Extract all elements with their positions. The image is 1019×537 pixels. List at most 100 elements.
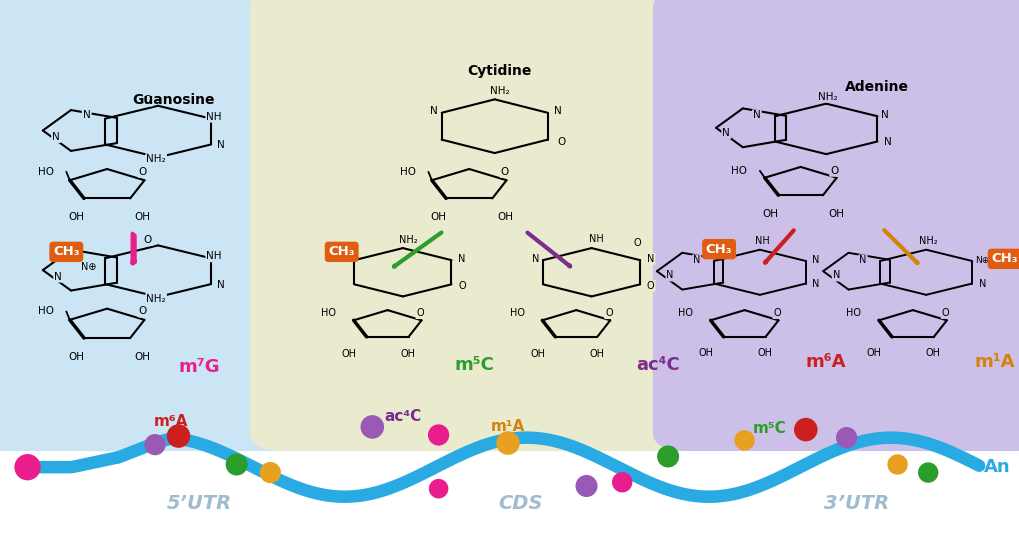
Text: m⁵C: m⁵C xyxy=(752,421,787,436)
Text: N: N xyxy=(811,279,819,289)
Text: HO: HO xyxy=(510,308,524,318)
Text: HO: HO xyxy=(846,308,860,318)
Text: HO: HO xyxy=(38,307,54,316)
Text: N: N xyxy=(553,106,561,116)
Text: N: N xyxy=(882,137,891,147)
Point xyxy=(499,439,516,447)
Point xyxy=(262,468,278,477)
Point xyxy=(578,482,594,490)
Text: m⁶A: m⁶A xyxy=(805,353,846,372)
Text: NH₂: NH₂ xyxy=(398,235,417,245)
Point xyxy=(797,425,813,434)
Text: OH: OH xyxy=(530,350,544,359)
Text: N: N xyxy=(858,256,866,265)
Point xyxy=(170,432,186,440)
Text: N: N xyxy=(342,254,351,264)
Point xyxy=(659,452,676,461)
Point xyxy=(736,436,752,445)
Text: O: O xyxy=(646,281,654,291)
Text: Cytidine: Cytidine xyxy=(467,64,532,78)
Text: NH: NH xyxy=(206,251,222,261)
Text: N⊕: N⊕ xyxy=(81,262,97,272)
Text: OH: OH xyxy=(496,213,513,222)
Point xyxy=(228,460,245,469)
Text: ac⁴C: ac⁴C xyxy=(384,409,421,424)
Text: N: N xyxy=(458,254,466,264)
Text: N: N xyxy=(692,256,700,265)
Text: O: O xyxy=(139,307,147,316)
Text: NH₂: NH₂ xyxy=(146,155,166,164)
Text: N: N xyxy=(54,272,62,281)
Text: NH: NH xyxy=(589,234,603,244)
Text: N: N xyxy=(752,111,760,120)
Text: N: N xyxy=(721,128,730,138)
Text: NH₂: NH₂ xyxy=(918,236,936,246)
Text: N: N xyxy=(832,271,840,280)
Text: HO: HO xyxy=(678,308,692,318)
Text: N: N xyxy=(52,132,60,142)
FancyBboxPatch shape xyxy=(0,0,316,451)
Text: O: O xyxy=(144,235,152,245)
Text: HO: HO xyxy=(399,167,416,177)
Text: O: O xyxy=(500,167,508,177)
Text: 5’UTR: 5’UTR xyxy=(166,494,231,513)
Text: OH: OH xyxy=(400,350,415,359)
Text: NH₂: NH₂ xyxy=(146,294,166,304)
Text: Guanosine: Guanosine xyxy=(132,93,214,107)
FancyBboxPatch shape xyxy=(250,0,718,451)
Text: O: O xyxy=(556,137,565,147)
Text: CH₃: CH₃ xyxy=(328,245,355,258)
Text: O: O xyxy=(144,96,152,105)
Text: m¹A: m¹A xyxy=(490,419,525,434)
Text: Adenine: Adenine xyxy=(845,80,908,94)
Text: ac⁴C: ac⁴C xyxy=(636,356,679,374)
Text: N⊕: N⊕ xyxy=(974,256,988,265)
Text: O: O xyxy=(416,308,424,318)
Text: HO: HO xyxy=(731,166,747,176)
Text: N: N xyxy=(83,111,91,120)
Text: OH: OH xyxy=(430,213,446,222)
Text: N: N xyxy=(429,106,437,116)
Text: N: N xyxy=(665,271,674,280)
Text: N: N xyxy=(646,254,654,264)
Text: OH: OH xyxy=(925,349,940,358)
Text: N: N xyxy=(217,140,225,150)
Text: OH: OH xyxy=(68,213,85,222)
Text: NH₂: NH₂ xyxy=(817,92,838,101)
Text: N: N xyxy=(531,254,539,264)
Text: OH: OH xyxy=(135,352,151,362)
Text: O: O xyxy=(458,281,466,291)
Point xyxy=(838,433,854,442)
Text: O: O xyxy=(941,308,949,318)
Text: m⁶A: m⁶A xyxy=(154,414,189,429)
FancyBboxPatch shape xyxy=(652,0,1019,451)
Text: HO: HO xyxy=(38,167,54,177)
Text: m⁷G: m⁷G xyxy=(178,358,219,376)
Text: 3’UTR: 3’UTR xyxy=(823,494,889,513)
Point xyxy=(430,484,446,493)
Text: OH: OH xyxy=(757,349,771,358)
Text: CH₃: CH₃ xyxy=(990,252,1017,265)
Text: O: O xyxy=(829,166,838,176)
Text: OH: OH xyxy=(68,352,85,362)
Text: An: An xyxy=(983,458,1010,476)
Text: OH: OH xyxy=(135,213,151,222)
Text: N: N xyxy=(977,279,985,289)
Text: O: O xyxy=(604,308,612,318)
Text: CDS: CDS xyxy=(497,494,542,513)
Point xyxy=(19,463,36,471)
Text: O: O xyxy=(772,308,781,318)
Point xyxy=(889,460,905,469)
Text: OH: OH xyxy=(866,349,880,358)
Text: CH₃: CH₃ xyxy=(705,243,732,256)
Point xyxy=(147,440,163,449)
Text: NH₂: NH₂ xyxy=(489,86,510,96)
Text: CH₃: CH₃ xyxy=(53,245,79,258)
Text: OH: OH xyxy=(341,350,356,359)
Text: OH: OH xyxy=(589,350,603,359)
Text: O: O xyxy=(139,167,147,177)
Text: N: N xyxy=(217,280,225,289)
Point xyxy=(919,468,935,477)
Text: N: N xyxy=(811,256,819,265)
Text: OH: OH xyxy=(827,209,844,219)
